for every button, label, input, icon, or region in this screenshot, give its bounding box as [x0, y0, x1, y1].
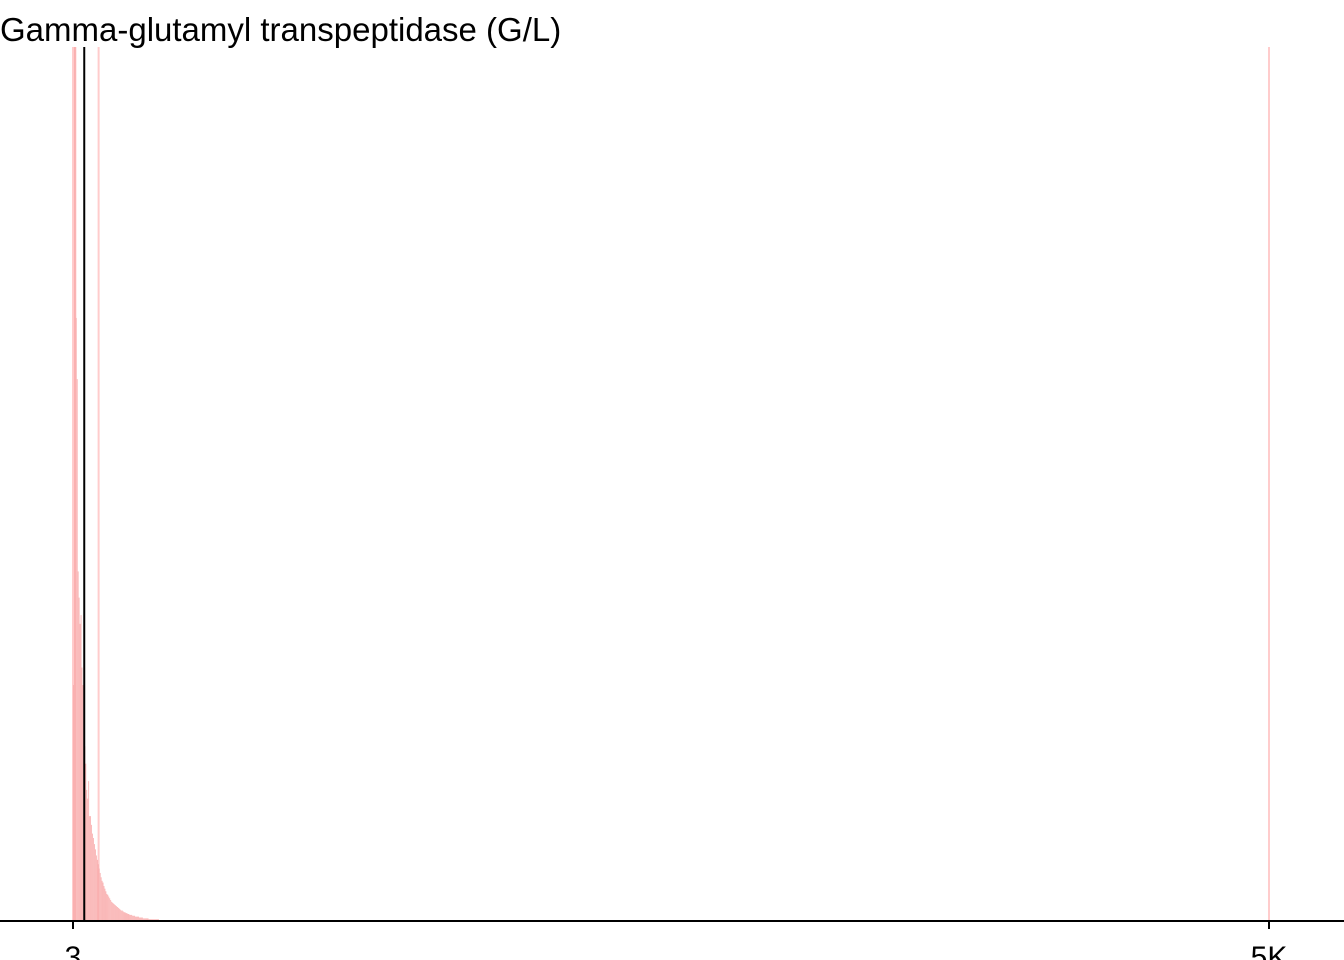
histogram-bar: [118, 908, 120, 921]
histogram-bar: [102, 882, 104, 921]
histogram-bar: [114, 904, 115, 921]
histogram-bar: [119, 909, 121, 921]
histogram-bar: [101, 880, 103, 921]
histogram-bar: [86, 789, 88, 921]
histogram-bar: [123, 912, 125, 921]
histogram-bar: [142, 918, 144, 921]
x-tick-label: 5K: [1251, 941, 1288, 960]
histogram-bar: [88, 781, 90, 921]
histogram-bar: [87, 798, 89, 921]
histogram-bar: [94, 844, 95, 921]
histogram-bar: [124, 912, 126, 921]
histogram-bar: [95, 855, 97, 921]
x-axis: 3 5K: [0, 920, 1344, 960]
histogram-bar: [138, 916, 139, 921]
histogram-bar: [107, 894, 109, 921]
histogram-bar: [106, 893, 108, 921]
histogram-bar: [134, 915, 136, 921]
histogram-bars: [73, 47, 188, 921]
histogram-bar: [76, 379, 78, 921]
histogram-bar: [139, 917, 140, 921]
histogram-bar: [81, 667, 83, 921]
histogram-bar: [145, 918, 147, 921]
reference-lines: [72, 47, 1270, 921]
histogram-bar: [98, 868, 100, 921]
histogram-bar: [120, 910, 122, 921]
histogram-bar: [93, 837, 94, 921]
histogram-bar: [117, 907, 118, 921]
histogram-bar: [115, 905, 116, 921]
histogram-bar: [112, 902, 114, 921]
histogram-bar: [109, 898, 111, 921]
histogram-bar: [136, 916, 137, 921]
histogram-bar: [103, 886, 105, 921]
histogram-bar: [133, 915, 135, 921]
histogram-bar: [82, 685, 84, 921]
histogram-bar: [144, 918, 146, 921]
chart-title: Gamma-glutamyl transpeptidase (G/L): [0, 11, 562, 48]
histogram-bar: [143, 918, 145, 921]
histogram-bar: [100, 877, 102, 921]
histogram-bar: [137, 916, 138, 921]
histogram-bar: [131, 914, 133, 921]
histogram-bar: [73, 685, 74, 921]
histogram-bar: [108, 896, 110, 921]
histogram-bar: [116, 906, 117, 921]
x-tick-label: 3: [65, 941, 82, 960]
histogram-bar: [77, 571, 79, 921]
histogram-bar: [97, 864, 99, 921]
histogram-bar: [111, 901, 113, 921]
histogram-bar: [78, 597, 80, 921]
histogram-bar: [85, 763, 87, 921]
histogram-bar: [79, 623, 81, 921]
histogram-bar: [146, 918, 148, 921]
histogram-bar: [135, 916, 136, 921]
histogram-bar: [125, 913, 127, 921]
histogram-bar: [121, 910, 123, 921]
histogram-bar: [126, 913, 128, 921]
histogram-bar: [122, 911, 124, 921]
histogram-bar: [140, 917, 141, 921]
histogram-bar: [80, 615, 82, 921]
histogram-bar: [89, 816, 91, 921]
histogram-bar: [91, 824, 92, 921]
histogram-bar: [99, 872, 101, 921]
histogram-bar: [147, 918, 149, 921]
histogram-bar: [128, 914, 130, 921]
histogram-bar: [117, 907, 119, 921]
histogram-bar: [141, 917, 143, 921]
histogram-bar: [96, 859, 98, 921]
histogram-bar: [95, 849, 96, 921]
histogram-bar: [92, 833, 93, 921]
histogram-bar: [73, 47, 75, 921]
histogram-bar: [90, 816, 91, 921]
histogram-bar: [75, 317, 77, 921]
histogram-bar: [105, 891, 107, 921]
histogram-bar: [140, 917, 142, 921]
histogram-bar: [130, 914, 132, 921]
histogram-bar: [74, 47, 76, 921]
histogram-bar: [113, 903, 114, 921]
histogram-bar: [127, 914, 129, 921]
histogram-bar: [104, 888, 106, 921]
histogram-bar: [110, 900, 112, 921]
histogram-bar: [129, 914, 131, 921]
histogram-bar: [132, 915, 134, 921]
